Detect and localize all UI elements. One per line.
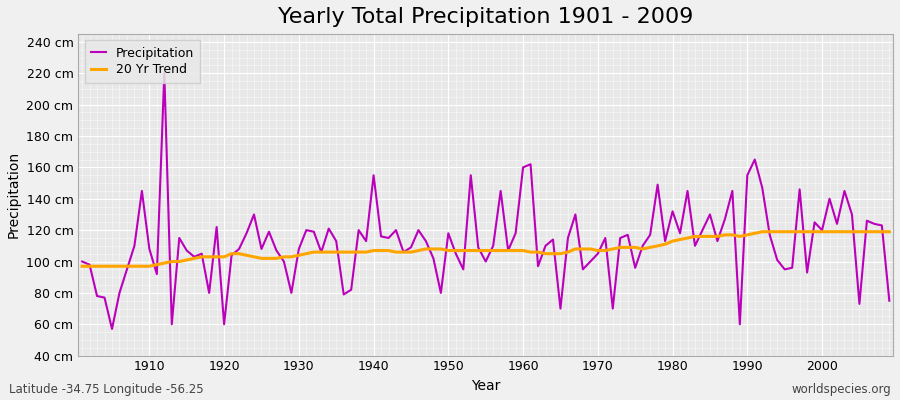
- Line: Precipitation: Precipitation: [82, 73, 889, 329]
- Precipitation: [361, 239, 372, 244]
- Precipitation: [106, 326, 117, 331]
- Text: worldspecies.org: worldspecies.org: [791, 383, 891, 396]
- 20 Yr Trend: [137, 264, 148, 269]
- Precipitation: [159, 71, 170, 76]
- 20 Yr Trend: [510, 248, 521, 253]
- Precipitation: [884, 298, 895, 303]
- Precipitation: [144, 246, 155, 251]
- 20 Yr Trend: [757, 229, 768, 234]
- 20 Yr Trend: [76, 264, 87, 269]
- Precipitation: [622, 232, 633, 237]
- Y-axis label: Precipitation: Precipitation: [7, 151, 21, 238]
- Precipitation: [526, 162, 536, 167]
- Legend: Precipitation, 20 Yr Trend: Precipitation, 20 Yr Trend: [85, 40, 201, 82]
- Precipitation: [533, 264, 544, 269]
- Precipitation: [76, 259, 87, 264]
- 20 Yr Trend: [301, 251, 311, 256]
- X-axis label: Year: Year: [471, 379, 500, 393]
- Precipitation: [316, 250, 327, 254]
- 20 Yr Trend: [608, 246, 618, 251]
- Line: 20 Yr Trend: 20 Yr Trend: [82, 232, 889, 266]
- 20 Yr Trend: [518, 248, 528, 253]
- 20 Yr Trend: [884, 229, 895, 234]
- Text: Latitude -34.75 Longitude -56.25: Latitude -34.75 Longitude -56.25: [9, 383, 203, 396]
- 20 Yr Trend: [346, 250, 356, 254]
- Title: Yearly Total Precipitation 1901 - 2009: Yearly Total Precipitation 1901 - 2009: [278, 7, 693, 27]
